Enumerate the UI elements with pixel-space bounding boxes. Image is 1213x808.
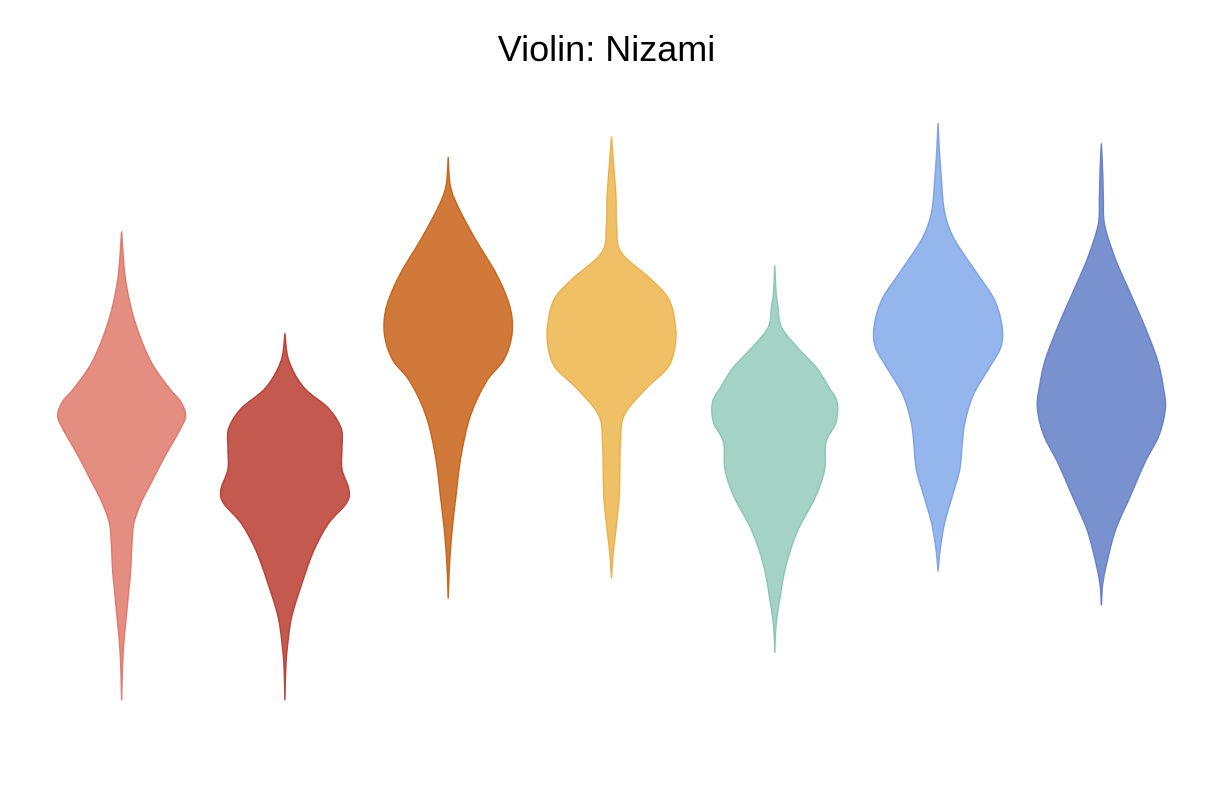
- violin-5: [711, 265, 839, 653]
- violin-group: [56, 122, 1167, 701]
- violin-7: [1036, 143, 1167, 606]
- violin-3: [383, 156, 514, 599]
- violin-4: [546, 136, 677, 579]
- chart-title: Violin: Nizami: [497, 28, 716, 69]
- violin-6: [872, 122, 1004, 572]
- violin-1: [56, 231, 187, 701]
- violin-2: [219, 332, 351, 701]
